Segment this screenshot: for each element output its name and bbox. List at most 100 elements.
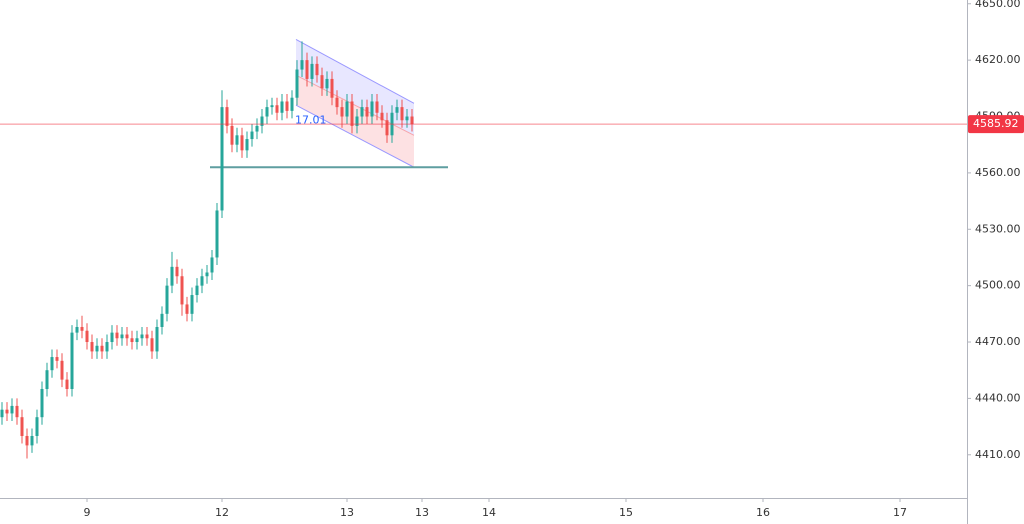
candle-body [125,334,129,339]
candle-body [195,285,199,296]
candle-body [395,107,399,113]
candle-body [295,69,299,98]
channel-lower-line [295,104,415,168]
candle-body [360,107,364,117]
candle-body [120,334,124,339]
candle-body [95,345,99,352]
candle-body [105,342,109,352]
candle-body [325,78,329,89]
candle-body [160,313,164,327]
candle-body [115,332,119,339]
candle-body [50,357,54,371]
x-tick-label: 16 [756,506,770,519]
candle-body [355,116,359,126]
candle-body [70,332,74,390]
candle-body [200,276,204,286]
candle-body [5,409,9,414]
channel-upper-fill [296,39,414,136]
candle-body [330,78,334,98]
channel-upper-line [295,39,415,104]
channel-middle-line [295,74,415,136]
candle-body [315,63,319,76]
candle-body [175,266,179,277]
candle-body [135,338,139,343]
candle-body [165,285,169,314]
candle-body [190,295,194,314]
candle-body [10,405,14,414]
candle-body [205,272,209,277]
candle-body [240,135,244,151]
candle-body [235,135,239,145]
candle-body [275,105,279,113]
candle-body [365,107,369,117]
candle-body [25,435,29,446]
candle-body [225,107,229,126]
channel-lower-fill [296,75,414,168]
candle-body [210,257,214,273]
candle-body [35,417,39,436]
x-tick-label: 13 [340,506,354,519]
candle-body [185,304,189,314]
candle-body [305,60,309,79]
candle-body [155,326,159,352]
y-tick-label: 4530.00 [975,222,1021,235]
candle-body [60,360,64,380]
candle-body [300,60,304,70]
candle-body [250,131,254,140]
candle-body [65,379,69,390]
candle-body [230,125,234,145]
candle-body [260,116,264,126]
candle-body [90,342,94,352]
candle-body [270,105,274,108]
candle-body [40,389,44,418]
y-tick-label: 4440.00 [975,391,1021,404]
candle-body [385,120,389,136]
candle-body [80,326,84,331]
x-tick-label: 13 [415,506,429,519]
x-tick-label: 14 [482,506,496,519]
x-tick-label: 15 [619,506,633,519]
candle-body [170,266,174,286]
candle-body [265,107,269,117]
last-price-box [968,115,1024,134]
candle-body [345,101,349,117]
last-price-label: 4585.92 [973,117,1019,130]
candle-body [335,97,339,108]
candle-body [405,116,409,121]
candle-body [15,405,19,418]
candle-body [220,107,224,211]
candle-body [55,357,59,361]
x-tick-label: 9 [84,506,91,519]
candle-body [20,417,24,436]
x-tick-label: 12 [215,506,229,519]
candle-body [285,101,289,111]
candle-body [75,326,79,333]
candle-body [45,370,49,390]
candle-body [375,101,379,113]
candle-body [180,276,184,305]
candle-body [340,107,344,117]
candle-body [245,139,249,151]
x-tick-label: 17 [893,506,907,519]
candle-body [140,334,144,339]
candle-body [100,345,104,352]
y-tick-label: 4560.00 [975,166,1021,179]
candle-body [30,435,34,446]
candle-body [145,334,149,339]
candle-body [85,330,89,343]
candle-body [310,63,314,79]
candle-body [320,75,324,89]
y-tick-label: 4500.00 [975,279,1021,292]
candle-body [130,338,134,343]
candle-body [290,97,294,111]
annotation: 17.01 [295,113,327,126]
candle-body [0,409,4,418]
candle-body [280,101,284,113]
y-tick-label: 4470.00 [975,335,1021,348]
candle-body [150,338,154,352]
y-tick-label: 4620.00 [975,53,1021,66]
candle-body [410,116,414,125]
candle-body [255,125,259,132]
